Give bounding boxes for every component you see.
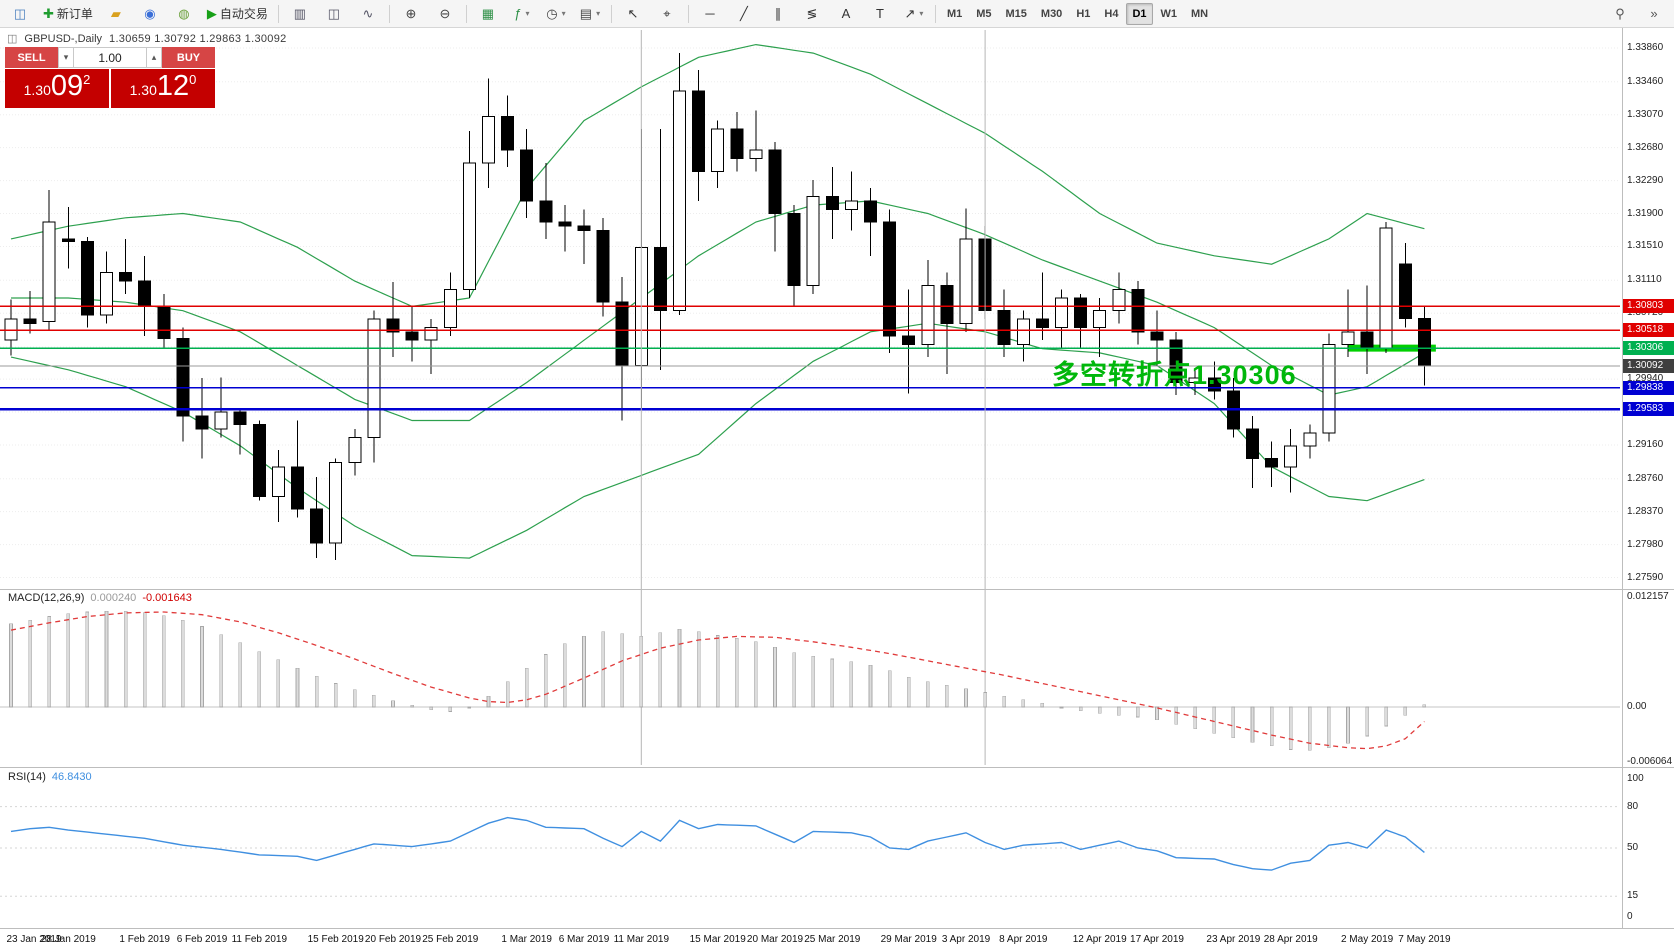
market-watch-glyph: ◉ [144,6,156,21]
tile-windows-glyph: ▦ [481,6,495,21]
toolbar-separator [388,4,390,23]
autotrading-button-label: 自动交易 [219,7,268,21]
autotrading-button[interactable]: ▶ 自动交易 [202,2,273,26]
autotrading-glyph: ▶ [206,6,217,21]
timeframe-button-M1[interactable]: M1 [946,7,963,20]
bar-chart-icon[interactable]: ▥ [284,2,316,26]
chart-window-glyph: ◫ [13,6,27,21]
crosshair-glyph: ⌖ [663,6,671,21]
chevron-down-icon: ▾ [596,9,601,18]
timeframe-button-M5[interactable]: M5 [976,7,992,20]
candlestick-chart-icon[interactable]: ◫ [318,2,350,26]
bar-chart-glyph: ▥ [293,6,307,21]
volume-input[interactable] [74,47,146,68]
timeframe-button-MN[interactable]: MN [1191,7,1209,20]
timeframe-button-W1[interactable]: W1 [1160,7,1178,20]
zoom-out-icon[interactable]: ⊖ [429,2,461,26]
periods-glyph: ◷ [546,6,558,21]
indicators-glyph: ƒ [514,6,522,21]
toolbar: ◫ ✚ 新订单 ▰ ◉ ◍ ▶ 自动交易 ▥ ◫ ∿ ⊕ ⊖ ▦ ƒ ▾ ◷ ▾ ▤ ▾ ↖ ⌖ ─ ╱ ∥ ≶ A T ↗ ▾ M1 M5 M… [0,0,1674,28]
toolbar-separator [610,4,612,23]
sell-price-big: 09 [50,70,84,102]
timeframe-button-M15[interactable]: M15 [1005,7,1027,20]
text-glyph: A [841,6,851,21]
expand-toolbar-icon[interactable]: » [1638,2,1670,26]
arrows-glyph: ↗ [904,6,916,21]
new-order-glyph: ✚ [43,6,54,21]
toolbar-separator [277,4,279,23]
fibonacci-icon[interactable]: ≶ [796,2,828,26]
sell-price-pip: 2 [83,72,91,87]
text-label-glyph: T [875,6,884,21]
equidistant-channel-icon[interactable]: ∥ [762,2,794,26]
text-label-icon[interactable]: T [864,2,896,26]
search-icon-glyph: ⚲ [1615,6,1625,21]
sell-price-base: 1.30 [23,82,51,98]
buy-price-base: 1.30 [129,82,157,98]
volume-decrease-button[interactable]: ▾ [58,47,74,68]
text-icon[interactable]: A [830,2,862,26]
line-chart-glyph: ∿ [362,6,374,21]
alerts-glyph: ◍ [178,6,190,21]
line-chart-icon[interactable]: ∿ [352,2,384,26]
buy-price-pip: 0 [189,72,197,87]
zoom-out-glyph: ⊖ [439,6,451,21]
crosshair-icon[interactable]: ⌖ [651,2,683,26]
sell-price-button[interactable]: 1.30 09 2 [5,69,109,108]
timeframe-button-D1[interactable]: D1 [1126,2,1153,25]
templates-icon[interactable]: ▤ ▾ [574,2,606,26]
buy-price-button[interactable]: 1.30 12 0 [111,69,215,108]
trendline-icon[interactable]: ╱ [728,2,760,26]
market-watch-icon[interactable]: ◉ [134,2,166,26]
chevron-down-icon: ▾ [919,9,924,18]
new-order-button[interactable]: ✚ 新订单 [38,2,98,26]
periods-icon[interactable]: ◷ ▾ [540,2,572,26]
buy-button[interactable]: BUY [162,47,215,68]
toolbar-separator [465,4,467,23]
chart-window-icon[interactable]: ◫ [4,2,36,26]
cursor-glyph: ↖ [627,6,639,21]
search-icon[interactable]: ⚲ [1604,2,1636,26]
tile-windows-icon[interactable]: ▦ [472,2,504,26]
new-order-button-label: 新订单 [56,7,93,21]
toolbar-separator [687,4,689,23]
buy-price-big: 12 [156,70,190,102]
fibonacci-glyph: ≶ [806,6,818,21]
cursor-icon[interactable]: ↖ [617,2,649,26]
trendline-glyph: ╱ [740,6,748,21]
toolbar-separator [934,4,936,23]
timeframe-button-H4[interactable]: H4 [1104,7,1119,20]
zoom-in-icon[interactable]: ⊕ [395,2,427,26]
chart-profiles-icon[interactable]: ▰ [100,2,132,26]
sell-button[interactable]: SELL [5,47,58,68]
zoom-in-glyph: ⊕ [405,6,417,21]
alerts-icon[interactable]: ◍ [168,2,200,26]
expand-toolbar-icon-glyph: » [1650,6,1658,21]
chevron-down-icon: ▾ [561,9,566,18]
candlestick-chart-glyph: ◫ [327,6,341,21]
timeframe-button-M30[interactable]: M30 [1040,7,1063,20]
chart-profiles-glyph: ▰ [110,6,121,21]
templates-glyph: ▤ [579,6,593,21]
horizontal-line-icon[interactable]: ─ [694,2,726,26]
chevron-down-icon: ▾ [525,9,530,18]
horizontal-line-glyph: ─ [705,6,715,21]
arrows-icon[interactable]: ↗ ▾ [898,2,930,26]
indicators-icon[interactable]: ƒ ▾ [506,2,538,26]
equidistant-channel-glyph: ∥ [774,6,782,21]
timeframe-button-H1[interactable]: H1 [1076,7,1091,20]
volume-increase-button[interactable]: ▴ [146,47,162,68]
